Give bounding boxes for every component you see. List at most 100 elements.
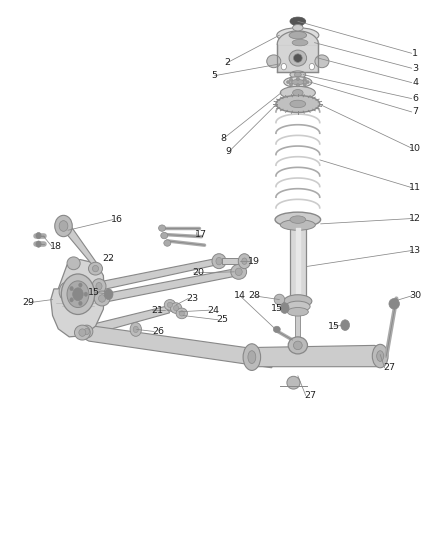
Ellipse shape — [235, 268, 242, 276]
Text: 4: 4 — [412, 78, 418, 87]
Ellipse shape — [96, 282, 102, 290]
Ellipse shape — [70, 298, 73, 302]
Ellipse shape — [216, 257, 222, 265]
Ellipse shape — [242, 258, 247, 264]
Ellipse shape — [296, 77, 300, 80]
Ellipse shape — [292, 79, 304, 85]
Polygon shape — [247, 345, 385, 367]
Text: 23: 23 — [187, 294, 199, 303]
Polygon shape — [60, 221, 98, 271]
Ellipse shape — [280, 303, 289, 313]
Ellipse shape — [164, 240, 171, 246]
Bar — [290, 228, 306, 301]
Ellipse shape — [81, 325, 93, 338]
Text: 13: 13 — [409, 246, 421, 255]
Ellipse shape — [84, 292, 88, 296]
Ellipse shape — [130, 322, 141, 336]
Ellipse shape — [67, 281, 89, 308]
Ellipse shape — [289, 78, 293, 82]
Ellipse shape — [61, 274, 95, 314]
Text: 6: 6 — [412, 94, 418, 103]
Text: 15: 15 — [328, 322, 340, 330]
Text: 19: 19 — [248, 257, 260, 265]
Text: 7: 7 — [412, 108, 418, 116]
Ellipse shape — [79, 329, 86, 336]
Ellipse shape — [372, 344, 388, 368]
Ellipse shape — [280, 86, 315, 99]
Ellipse shape — [286, 301, 310, 312]
Ellipse shape — [294, 72, 301, 77]
Ellipse shape — [290, 17, 306, 26]
Ellipse shape — [73, 288, 83, 301]
Ellipse shape — [273, 326, 280, 333]
Ellipse shape — [293, 25, 303, 31]
Text: 27: 27 — [304, 391, 316, 400]
Text: 16: 16 — [111, 215, 124, 224]
Ellipse shape — [289, 83, 293, 86]
Bar — [295, 300, 300, 342]
Ellipse shape — [293, 54, 302, 62]
Ellipse shape — [303, 83, 307, 86]
Ellipse shape — [290, 100, 306, 108]
Polygon shape — [51, 260, 104, 337]
Ellipse shape — [231, 264, 247, 279]
Ellipse shape — [159, 225, 166, 231]
Text: 11: 11 — [409, 183, 421, 192]
Ellipse shape — [59, 221, 68, 231]
Ellipse shape — [55, 215, 72, 237]
Ellipse shape — [267, 55, 281, 68]
Ellipse shape — [88, 262, 102, 275]
Text: 14: 14 — [234, 292, 246, 300]
Text: 1: 1 — [412, 49, 418, 58]
Ellipse shape — [238, 254, 251, 269]
Text: 24: 24 — [208, 306, 220, 314]
Ellipse shape — [70, 286, 73, 290]
Ellipse shape — [309, 63, 314, 70]
Ellipse shape — [276, 95, 320, 112]
Ellipse shape — [277, 28, 319, 43]
Ellipse shape — [84, 328, 89, 335]
Ellipse shape — [293, 341, 302, 350]
Ellipse shape — [92, 279, 106, 294]
Text: 18: 18 — [50, 242, 62, 251]
Ellipse shape — [289, 50, 307, 66]
Ellipse shape — [170, 303, 182, 313]
Text: 15: 15 — [88, 288, 100, 296]
Ellipse shape — [99, 295, 106, 302]
Ellipse shape — [315, 55, 329, 68]
Ellipse shape — [59, 282, 75, 301]
Ellipse shape — [280, 220, 315, 230]
Text: 15: 15 — [271, 304, 283, 312]
Ellipse shape — [212, 254, 226, 269]
Text: 21: 21 — [151, 306, 163, 314]
Ellipse shape — [243, 344, 261, 370]
Ellipse shape — [286, 80, 290, 84]
Ellipse shape — [274, 294, 285, 305]
Text: 12: 12 — [409, 214, 421, 223]
Text: 27: 27 — [383, 364, 395, 372]
Text: 2: 2 — [224, 59, 230, 67]
Ellipse shape — [377, 351, 384, 361]
Text: 9: 9 — [226, 148, 232, 156]
Ellipse shape — [248, 351, 256, 364]
Ellipse shape — [79, 283, 82, 287]
Ellipse shape — [133, 326, 138, 333]
Ellipse shape — [303, 78, 307, 82]
Ellipse shape — [296, 84, 300, 87]
Ellipse shape — [341, 320, 350, 330]
Ellipse shape — [306, 80, 309, 84]
Ellipse shape — [389, 298, 399, 309]
Ellipse shape — [74, 325, 90, 340]
Ellipse shape — [94, 291, 110, 306]
Bar — [277, 44, 318, 72]
Text: 5: 5 — [212, 71, 218, 80]
Ellipse shape — [167, 302, 173, 308]
Ellipse shape — [282, 36, 318, 50]
Ellipse shape — [79, 301, 82, 305]
Text: 26: 26 — [152, 327, 165, 336]
Ellipse shape — [284, 295, 312, 308]
Ellipse shape — [176, 308, 187, 319]
Ellipse shape — [104, 289, 113, 300]
Ellipse shape — [290, 71, 306, 78]
Text: 28: 28 — [248, 292, 260, 300]
